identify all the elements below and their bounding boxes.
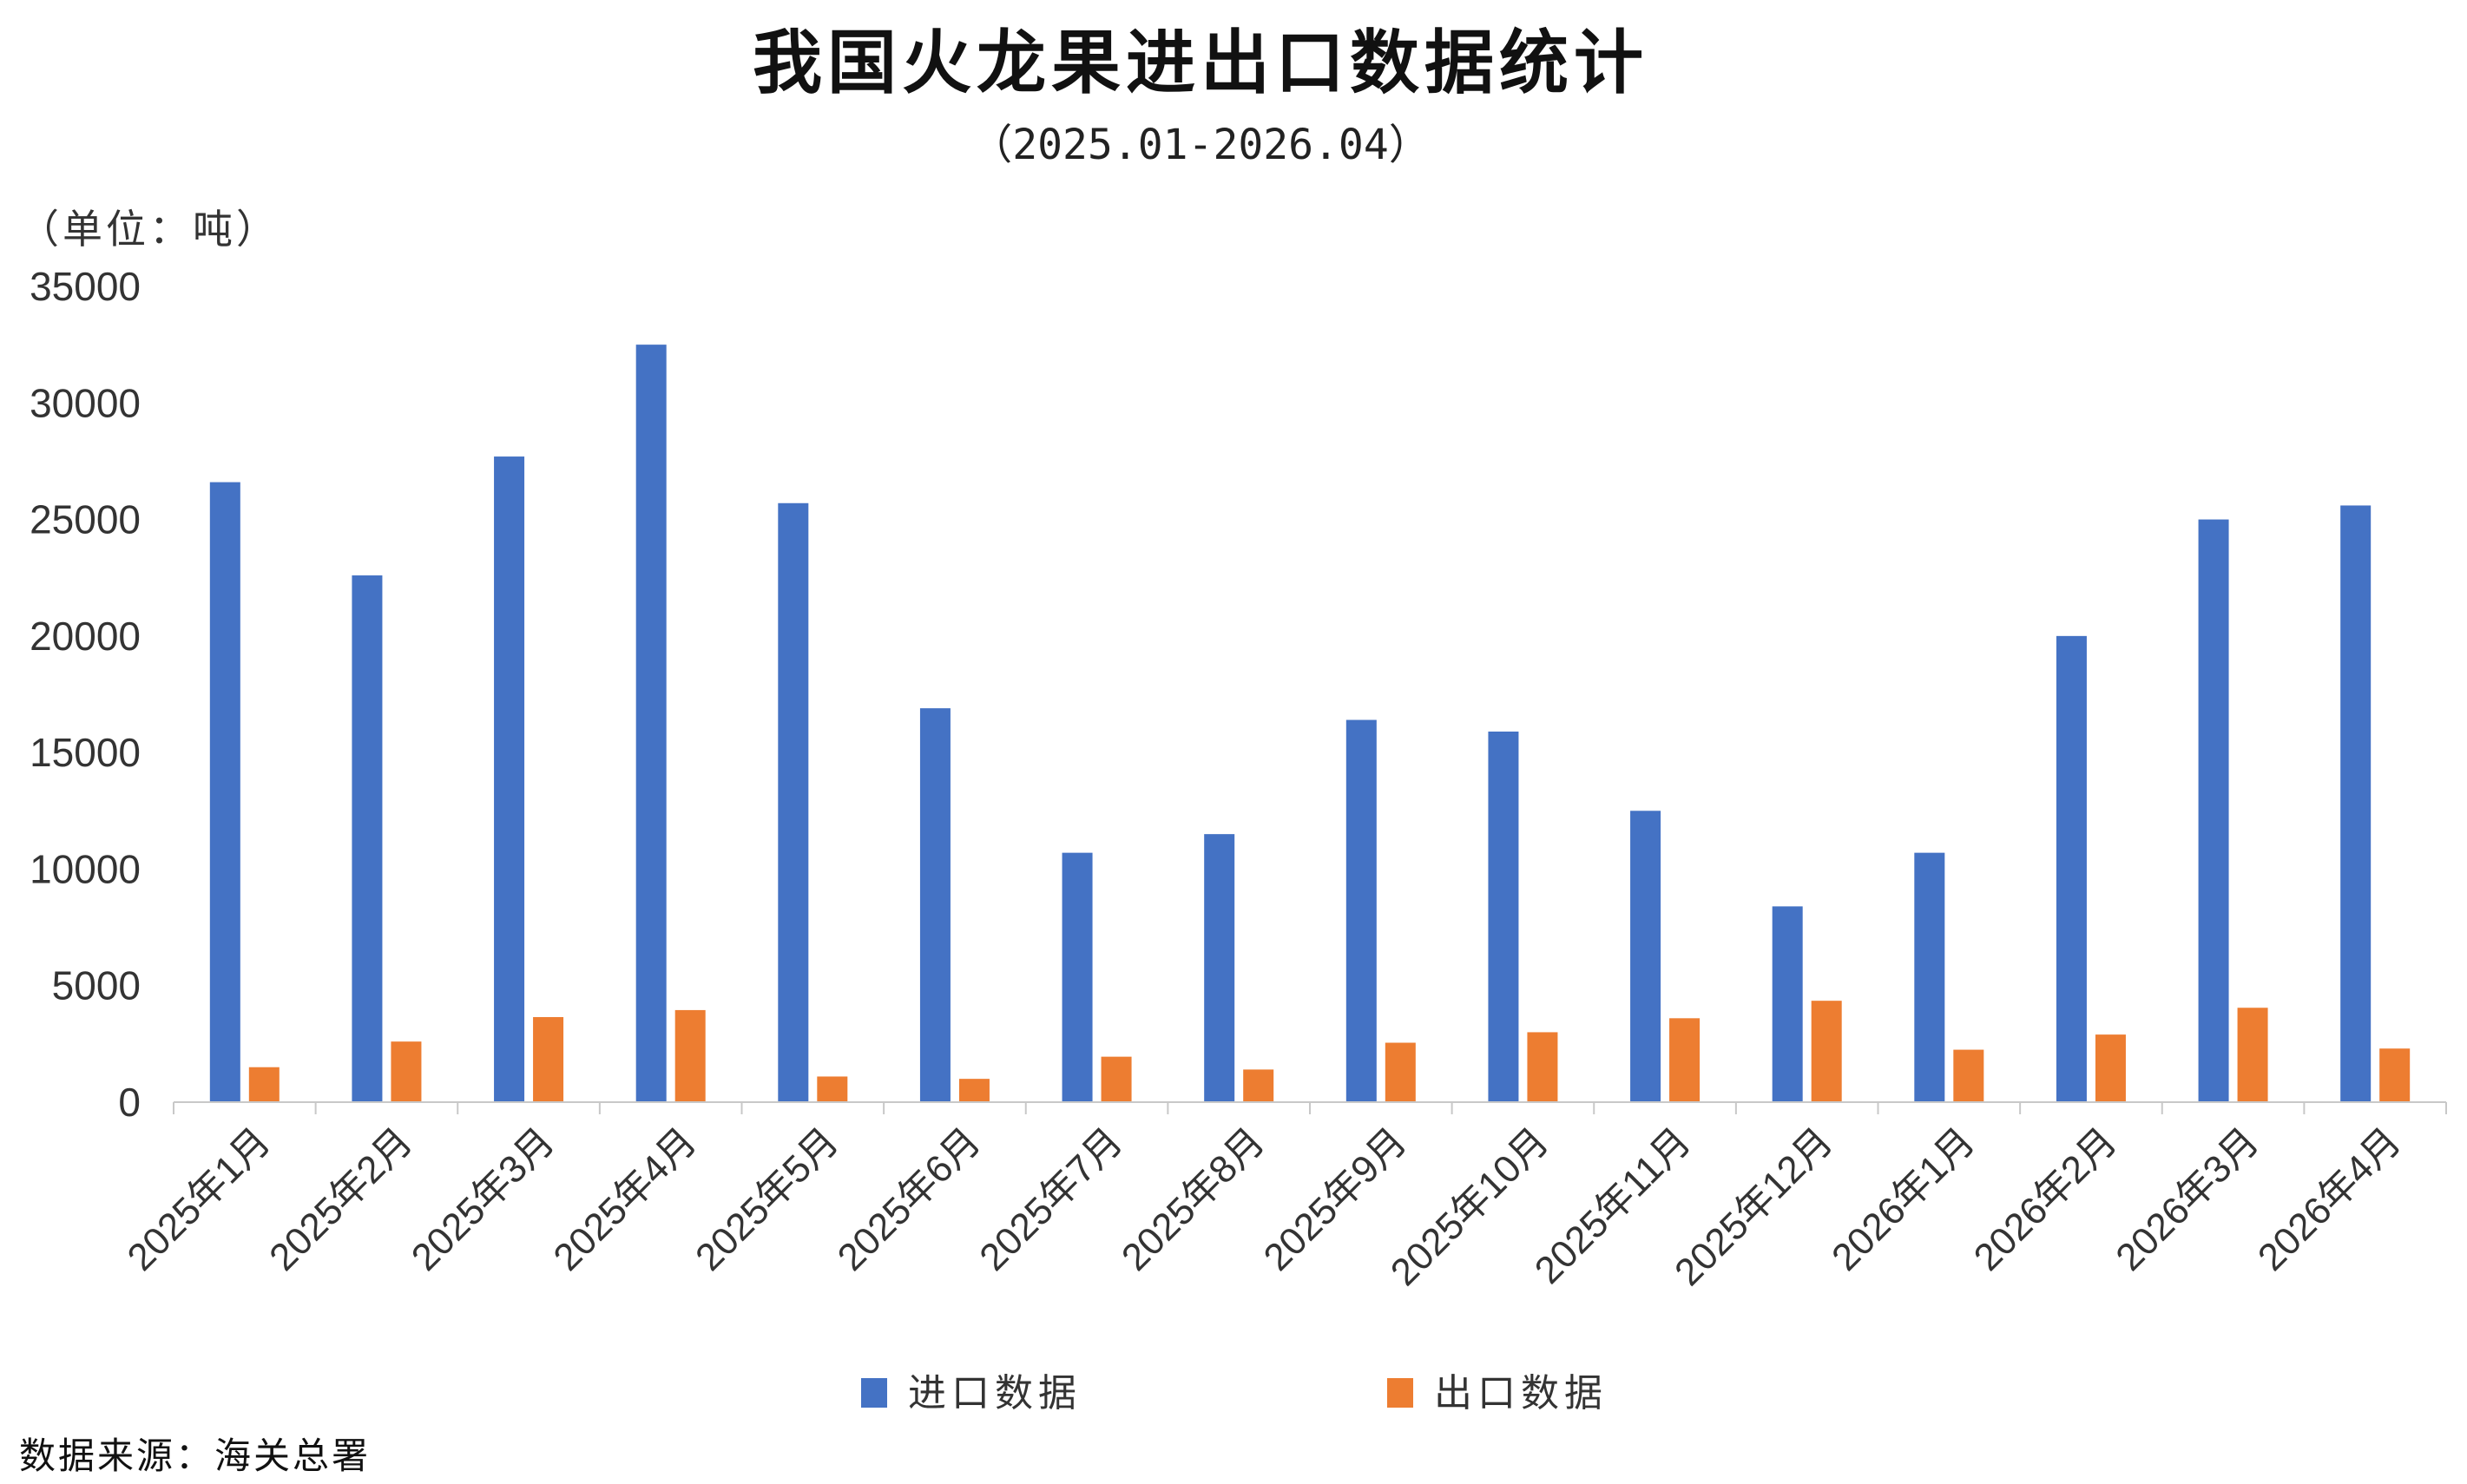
legend: 进口数据 出口数据 [861, 1371, 1608, 1415]
bar-export-14 [2095, 1034, 2126, 1102]
bar-export-11 [1669, 1018, 1701, 1102]
y-tick-label: 0 [118, 1080, 141, 1125]
y-tick-label: 5000 [52, 963, 141, 1008]
bar-export-6 [958, 1079, 990, 1102]
legend-swatch-import [861, 1378, 887, 1408]
bar-import-3 [494, 456, 525, 1102]
chart-subtitle: （2025.01-2026.04） [970, 121, 1430, 169]
bar-import-14 [2056, 635, 2087, 1102]
legend-label-import: 进口数据 [908, 1371, 1082, 1415]
x-tick-label: 2025年6月 [830, 1120, 989, 1278]
x-tick-label: 2025年1月 [119, 1120, 278, 1278]
x-tick-label: 2025年5月 [687, 1120, 846, 1278]
bar-import-7 [1062, 852, 1093, 1102]
bar-import-4 [635, 345, 667, 1103]
y-axis-ticks: 0 5000 10000 15000 20000 25000 30000 35000 [30, 264, 141, 1125]
x-tick-label: 2025年3月 [404, 1120, 562, 1278]
x-tick-label: 2026年3月 [2108, 1120, 2266, 1278]
bar-export-12 [1811, 1001, 1842, 1102]
bar-import-10 [1488, 731, 1519, 1102]
x-axis [173, 1101, 2447, 1114]
legend-label-export: 出口数据 [1434, 1371, 1608, 1415]
y-tick-label: 20000 [30, 614, 141, 659]
x-tick-label: 2025年7月 [971, 1120, 1130, 1278]
bar-import-6 [919, 708, 951, 1102]
x-tick-label: 2026年4月 [2250, 1120, 2409, 1278]
x-axis-tick-labels: 2025年1月2025年2月2025年3月2025年4月2025年5月2025年… [119, 1120, 2409, 1294]
y-tick-label: 25000 [30, 497, 141, 542]
bars-group [209, 345, 2411, 1103]
y-tick-label: 15000 [30, 730, 141, 775]
x-tick-label: 2025年2月 [261, 1120, 420, 1278]
y-tick-label: 10000 [30, 846, 141, 891]
bar-import-1 [209, 482, 240, 1102]
bar-export-16 [2379, 1048, 2411, 1102]
bar-export-8 [1243, 1069, 1274, 1102]
bar-import-9 [1345, 719, 1377, 1102]
bar-export-7 [1101, 1056, 1132, 1102]
x-tick-label: 2026年2月 [1966, 1120, 2125, 1278]
x-tick-label: 2026年1月 [1824, 1120, 1983, 1278]
chart-title: 我国火龙果进出口数据统计 [753, 22, 1648, 103]
bar-export-4 [674, 1009, 706, 1102]
bar-export-15 [2237, 1008, 2268, 1102]
bar-import-8 [1204, 834, 1235, 1102]
bar-import-5 [778, 502, 809, 1102]
bar-export-13 [1953, 1049, 1984, 1102]
bar-import-12 [1772, 906, 1803, 1102]
bar-import-2 [352, 575, 383, 1102]
bar-export-9 [1385, 1042, 1416, 1102]
y-tick-label: 30000 [30, 380, 141, 425]
bar-export-2 [391, 1041, 422, 1102]
y-tick-label: 35000 [30, 264, 141, 309]
x-tick-label: 2025年8月 [1114, 1120, 1273, 1278]
bar-import-11 [1630, 811, 1661, 1102]
y-axis-unit-label: （单位：吨） [19, 206, 280, 253]
bar-export-10 [1527, 1032, 1558, 1102]
bar-import-16 [2340, 505, 2372, 1102]
x-tick-label: 2025年4月 [545, 1120, 704, 1278]
legend-swatch-export [1387, 1378, 1413, 1408]
bar-export-1 [248, 1067, 280, 1102]
bar-export-5 [817, 1076, 848, 1102]
bar-import-13 [1914, 852, 1945, 1102]
data-source-note: 数据来源：海关总署 [19, 1435, 371, 1477]
bar-import-15 [2198, 519, 2229, 1102]
bar-export-3 [533, 1016, 564, 1102]
